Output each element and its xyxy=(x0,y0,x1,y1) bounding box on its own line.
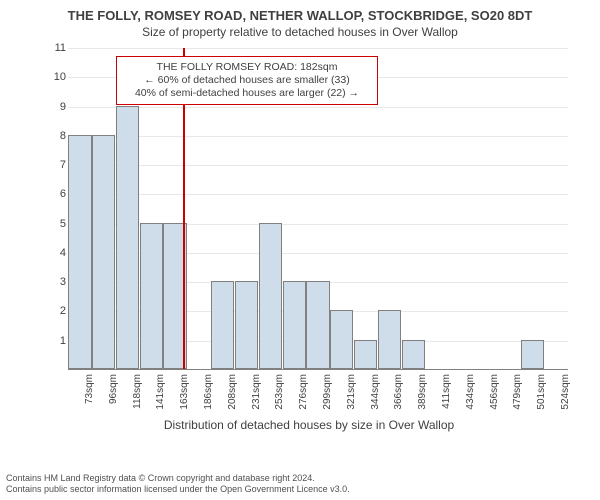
y-tick: 11 xyxy=(48,42,66,54)
x-tick: 411sqm xyxy=(441,374,452,409)
histogram-bar xyxy=(235,281,258,369)
x-tick: 141sqm xyxy=(155,374,166,410)
histogram-bar xyxy=(92,135,115,369)
annotation-line: THE FOLLY ROMSEY ROAD: 182sqm xyxy=(123,61,371,74)
x-tick: 96sqm xyxy=(108,374,119,404)
x-tick: 479sqm xyxy=(512,374,523,410)
y-tick: 1 xyxy=(48,335,66,347)
y-tick: 10 xyxy=(48,71,66,83)
x-tick: 186sqm xyxy=(203,374,214,410)
histogram-bar xyxy=(211,281,234,369)
histogram-bar xyxy=(283,281,306,369)
histogram-bar xyxy=(259,223,282,369)
footer-line2: Contains public sector information licen… xyxy=(6,484,594,496)
y-tick: 5 xyxy=(48,218,66,230)
x-tick: 366sqm xyxy=(393,374,404,410)
x-tick: 276sqm xyxy=(298,374,309,410)
y-tick: 3 xyxy=(48,276,66,288)
x-tick: 389sqm xyxy=(417,374,428,410)
annotation-box: THE FOLLY ROMSEY ROAD: 182sqm← 60% of de… xyxy=(116,56,378,105)
histogram-bar xyxy=(330,310,353,369)
chart-title-main: THE FOLLY, ROMSEY ROAD, NETHER WALLOP, S… xyxy=(0,0,600,23)
x-tick: 253sqm xyxy=(274,374,285,410)
histogram-bar xyxy=(354,340,377,369)
histogram-bar xyxy=(68,135,91,369)
chart-area: Number of detached properties THE FOLLY … xyxy=(36,48,582,428)
x-tick: 501sqm xyxy=(536,374,547,410)
footer-attribution: Contains HM Land Registry data © Crown c… xyxy=(0,469,600,500)
x-tick: 321sqm xyxy=(346,374,357,410)
histogram-bar xyxy=(521,340,544,369)
x-tick: 163sqm xyxy=(179,374,190,410)
x-tick: 524sqm xyxy=(560,374,571,410)
footer-line1: Contains HM Land Registry data © Crown c… xyxy=(6,473,594,485)
x-tick: 73sqm xyxy=(84,374,95,404)
x-tick: 118sqm xyxy=(132,374,143,409)
y-tick: 9 xyxy=(48,101,66,113)
y-tick: 8 xyxy=(48,130,66,142)
x-tick: 299sqm xyxy=(322,374,333,410)
histogram-bar xyxy=(140,223,163,369)
x-tick: 434sqm xyxy=(465,374,476,410)
annotation-line: 40% of semi-detached houses are larger (… xyxy=(123,87,371,100)
histogram-bar xyxy=(116,106,139,369)
x-tick: 344sqm xyxy=(370,374,381,410)
x-tick: 231sqm xyxy=(251,374,262,410)
x-axis-label: Distribution of detached houses by size … xyxy=(36,418,582,432)
y-tick: 4 xyxy=(48,247,66,259)
histogram-bar xyxy=(306,281,329,369)
plot-region: THE FOLLY ROMSEY ROAD: 182sqm← 60% of de… xyxy=(68,48,568,370)
y-tick: 6 xyxy=(48,188,66,200)
histogram-bar xyxy=(402,340,425,369)
chart-title-sub: Size of property relative to detached ho… xyxy=(0,23,600,39)
y-tick: 7 xyxy=(48,159,66,171)
x-tick: 208sqm xyxy=(227,374,238,410)
x-tick: 456sqm xyxy=(489,374,500,410)
annotation-line: ← 60% of detached houses are smaller (33… xyxy=(123,74,371,87)
y-tick: 2 xyxy=(48,305,66,317)
histogram-bar xyxy=(378,310,401,369)
